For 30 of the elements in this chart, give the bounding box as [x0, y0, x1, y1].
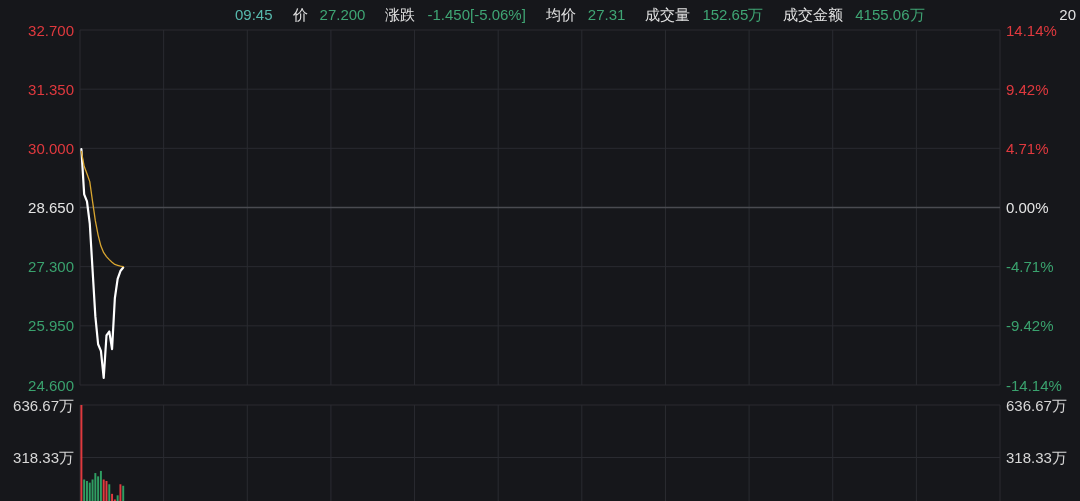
header-text: 27.200 [319, 5, 366, 23]
y2-tick-label: 9.42% [1006, 80, 1049, 98]
header-text: 价 [292, 5, 308, 23]
y2-tick-label: -9.42% [1006, 317, 1054, 335]
y-tick-label: 32.700 [28, 21, 74, 39]
y2-tick-label: 318.33万 [1006, 449, 1067, 466]
header-text: 均价 [545, 5, 576, 23]
header-text: 20 [1059, 5, 1076, 23]
header-text: 09:45 [235, 5, 273, 23]
header-text: -1.450[-5.06%] [427, 5, 526, 23]
header-text: 成交金额 [783, 5, 844, 23]
header-text: 涨跌 [385, 5, 416, 23]
y-tick-label: 31.350 [28, 80, 74, 98]
y-tick-label: 636.67万 [13, 396, 74, 414]
header-text: 152.65万 [702, 5, 764, 23]
y2-tick-label: -4.71% [1006, 258, 1054, 276]
y2-tick-label: 0.00% [1006, 199, 1049, 216]
y2-tick-label: -14.14% [1006, 376, 1062, 394]
header-text: 4155.06万 [855, 5, 925, 23]
y2-tick-label: 14.14% [1006, 21, 1057, 39]
y-tick-label: 25.950 [28, 317, 74, 335]
y-tick-label: 28.650 [28, 199, 74, 216]
header-text: 27.31 [587, 5, 626, 23]
header-text: 成交量 [645, 5, 691, 23]
y2-tick-label: 636.67万 [1006, 396, 1067, 414]
y-tick-label: 27.300 [28, 258, 74, 276]
y-tick-label: 30.000 [28, 139, 74, 157]
y2-tick-label: 4.71% [1006, 139, 1049, 157]
y-tick-label: 24.600 [28, 376, 74, 394]
y-tick-label: 318.33万 [13, 449, 74, 466]
